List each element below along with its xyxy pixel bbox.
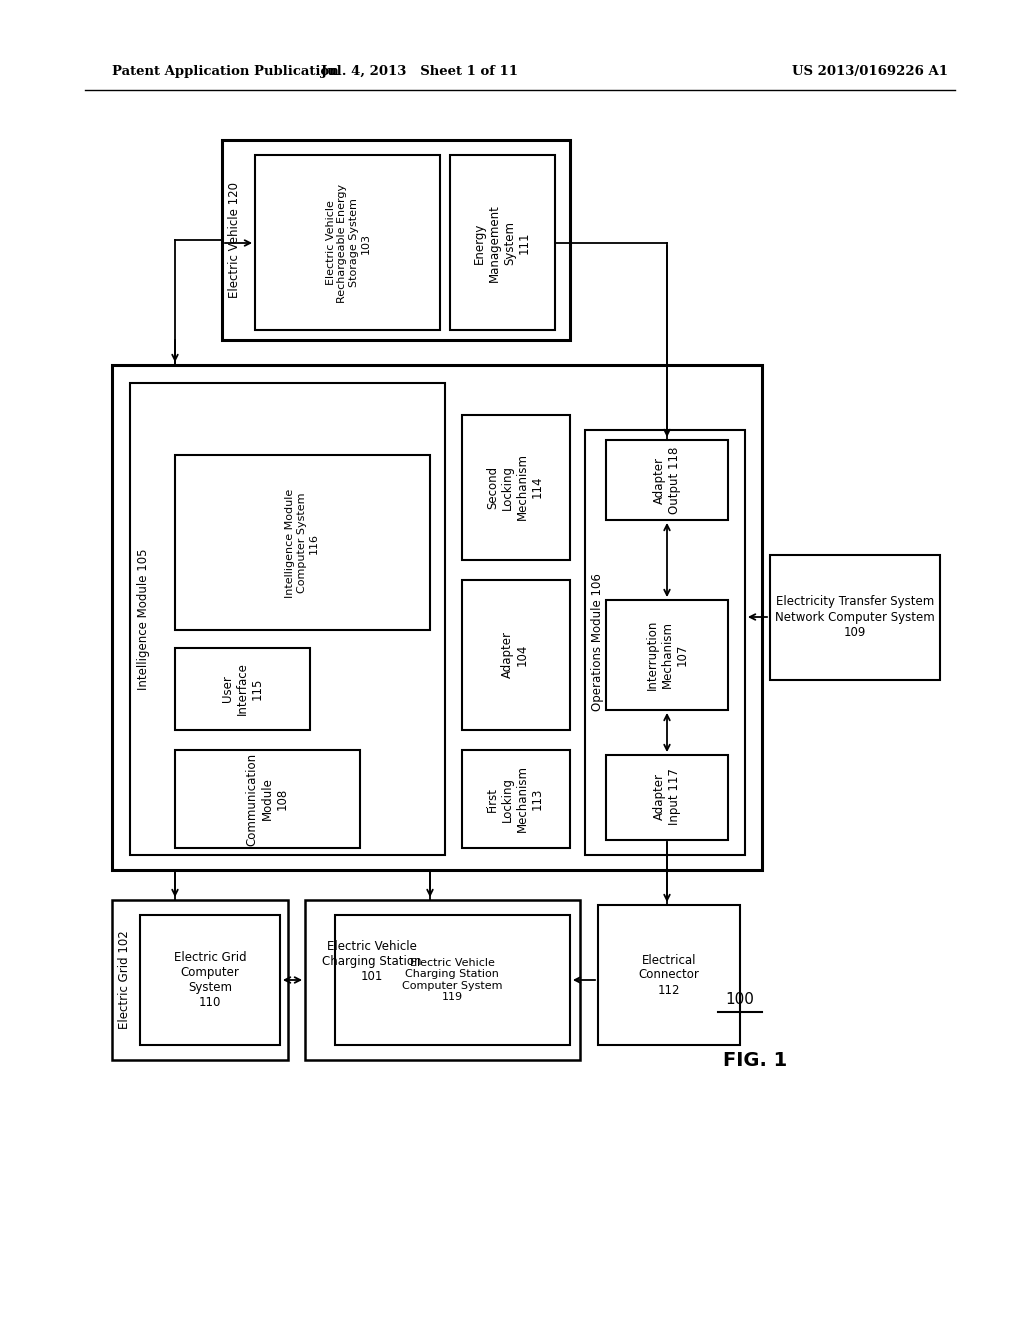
Text: Operations Module 106: Operations Module 106 [592, 573, 604, 711]
Bar [112, 900, 288, 1060]
Bar [770, 554, 940, 680]
Bar [598, 906, 740, 1045]
Bar [112, 366, 762, 870]
Text: Electric Vehicle 120: Electric Vehicle 120 [227, 182, 241, 298]
Bar [130, 383, 445, 855]
Text: Interruption
Mechanism
107: Interruption Mechanism 107 [645, 620, 688, 690]
Bar [606, 440, 728, 520]
Bar [462, 579, 570, 730]
Bar [450, 154, 555, 330]
Bar [255, 154, 440, 330]
Bar [462, 750, 570, 847]
Text: Jul. 4, 2013   Sheet 1 of 11: Jul. 4, 2013 Sheet 1 of 11 [322, 66, 518, 78]
Text: Adapter
104: Adapter 104 [501, 631, 529, 678]
Text: Intelligence Module
Computer System
116: Intelligence Module Computer System 116 [286, 488, 318, 598]
Text: Communication
Module
108: Communication Module 108 [246, 752, 289, 846]
Bar [462, 414, 570, 560]
Text: Electric Vehicle
Charging Station
Computer System
119: Electric Vehicle Charging Station Comput… [401, 957, 502, 1002]
Bar [222, 140, 570, 341]
Text: Electricity Transfer System
Network Computer System
109: Electricity Transfer System Network Comp… [775, 595, 935, 639]
Text: Electric Grid 102: Electric Grid 102 [118, 931, 130, 1030]
Bar [305, 900, 580, 1060]
Bar [140, 915, 280, 1045]
Bar [606, 601, 728, 710]
Text: Electric Vehicle
Rechargeable Energy
Storage System
103: Electric Vehicle Rechargeable Energy Sto… [326, 183, 371, 302]
Bar [175, 750, 360, 847]
Text: Patent Application Publication: Patent Application Publication [112, 66, 339, 78]
Bar [606, 755, 728, 840]
Text: User
Interface
115: User Interface 115 [220, 663, 263, 715]
Text: FIG. 1: FIG. 1 [723, 1051, 787, 1069]
Bar [175, 648, 310, 730]
Text: Adapter
Output 118: Adapter Output 118 [653, 446, 681, 513]
Text: Electric Vehicle
Charging Station
101: Electric Vehicle Charging Station 101 [322, 940, 422, 983]
Bar [175, 455, 430, 630]
Text: Intelligence Module 105: Intelligence Module 105 [136, 548, 150, 690]
Text: Second
Locking
Mechanism
114: Second Locking Mechanism 114 [486, 454, 544, 520]
Text: Adapter
Input 117: Adapter Input 117 [653, 768, 681, 825]
Text: US 2013/0169226 A1: US 2013/0169226 A1 [792, 66, 948, 78]
Text: 100: 100 [726, 993, 755, 1007]
Text: Electrical
Connector
112: Electrical Connector 112 [639, 953, 699, 997]
Bar [585, 430, 745, 855]
Text: Energy
Management
System
111: Energy Management System 111 [473, 205, 531, 282]
Text: Electric Grid
Computer
System
110: Electric Grid Computer System 110 [174, 950, 247, 1008]
Bar [335, 915, 570, 1045]
Text: First
Locking
Mechanism
113: First Locking Mechanism 113 [486, 766, 544, 833]
